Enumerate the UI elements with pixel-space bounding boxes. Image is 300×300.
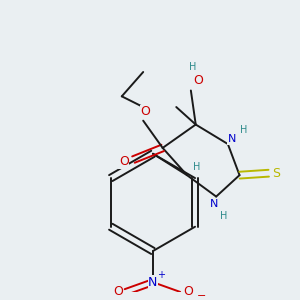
Text: −: −: [197, 291, 206, 300]
Text: +: +: [157, 270, 165, 280]
Text: H: H: [193, 162, 200, 172]
Text: O: O: [183, 285, 193, 298]
Text: N: N: [228, 134, 236, 144]
Text: N: N: [210, 199, 218, 209]
Text: O: O: [194, 74, 204, 87]
Text: H: H: [189, 62, 196, 72]
Text: O: O: [119, 155, 129, 168]
Text: H: H: [240, 125, 247, 135]
Text: N: N: [148, 276, 158, 289]
Text: S: S: [272, 167, 281, 180]
Text: H: H: [220, 211, 228, 221]
Text: O: O: [140, 105, 150, 119]
Text: O: O: [113, 285, 123, 298]
